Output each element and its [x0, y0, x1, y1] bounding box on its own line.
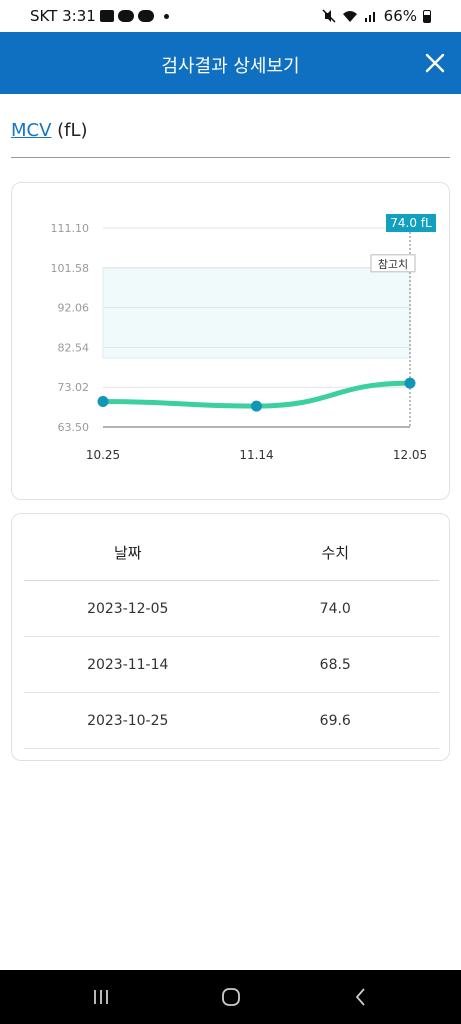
value-badge: 74.0 fL — [386, 214, 436, 232]
battery-percent: 66% — [383, 7, 417, 25]
y-tick-label: 101.58 — [51, 262, 90, 275]
row-value: 68.5 — [319, 656, 351, 673]
test-item-link[interactable]: MCV — [11, 120, 52, 141]
data-point — [404, 377, 416, 389]
status-right: 66% — [322, 7, 431, 25]
y-tick-label: 111.10 — [51, 222, 90, 235]
column-header-date: 날짜 — [113, 543, 142, 562]
game-icon — [137, 10, 154, 22]
battery-icon — [423, 9, 431, 23]
trend-chart: 111.10 101.58 92.06 82.54 73.02 63.50 10.25 11.… — [51, 214, 436, 462]
home-icon[interactable] — [218, 984, 244, 1010]
divider — [11, 157, 450, 158]
page-title: 검사결과 상세보기 — [161, 56, 300, 77]
chart-card: 111.10 101.58 92.06 82.54 73.02 63.50 10.25 11.… — [11, 182, 450, 500]
reference-label: 참고치 — [370, 254, 416, 273]
data-point — [251, 400, 262, 412]
wifi-icon — [342, 11, 357, 22]
mute-icon — [322, 9, 336, 23]
column-header-value: 수치 — [321, 543, 350, 562]
status-left: SKT 3:31 — [30, 7, 169, 25]
reference-label-text: 참고치 — [378, 258, 408, 271]
test-item-title: MCV (fL) — [11, 120, 88, 141]
y-tick-label: 82.54 — [58, 341, 90, 354]
row-date: 2023-11-14 — [87, 656, 169, 673]
x-tick-label: 12.05 — [393, 448, 427, 462]
row-value: 74.0 — [319, 600, 351, 617]
close-icon[interactable] — [423, 51, 447, 75]
reference-range-band — [102, 267, 411, 359]
test-item-unit: (fL) — [57, 120, 88, 141]
row-value: 69.6 — [319, 712, 351, 729]
value-badge-bg — [386, 214, 436, 232]
y-tick-label: 63.50 — [58, 421, 90, 434]
row-date: 2023-10-25 — [87, 712, 169, 729]
talk-icon — [117, 10, 134, 22]
recent-apps-icon[interactable] — [88, 984, 114, 1010]
signal-icon — [364, 12, 375, 22]
reference-label-bg — [370, 254, 416, 273]
y-tick-label: 73.02 — [58, 381, 90, 394]
system-nav-bar — [0, 970, 461, 1024]
gallery-icon — [99, 10, 114, 22]
x-tick-label: 10.25 — [86, 448, 120, 462]
app-header: 검사결과 상세보기 — [0, 32, 461, 94]
table-row: 2023-11-14 68.5 — [24, 637, 439, 693]
table-row: 2023-12-05 74.0 — [24, 581, 439, 637]
table-row: 2023-10-25 69.6 — [24, 693, 439, 749]
carrier-time: SKT 3:31 — [30, 7, 96, 25]
data-point — [97, 395, 109, 407]
row-date: 2023-12-05 — [87, 600, 169, 617]
results-table: 날짜 수치 2023-12-05 74.0 2023-11-14 68.5 20… — [11, 513, 450, 761]
table-header: 날짜 수치 — [24, 524, 439, 581]
status-bar: SKT 3:31 66% — [0, 0, 461, 32]
value-badge-text: 74.0 fL — [390, 216, 432, 230]
back-icon[interactable] — [348, 984, 374, 1010]
y-tick-label: 92.06 — [58, 302, 90, 315]
dot-icon — [163, 13, 169, 19]
x-tick-label: 11.14 — [239, 448, 273, 462]
